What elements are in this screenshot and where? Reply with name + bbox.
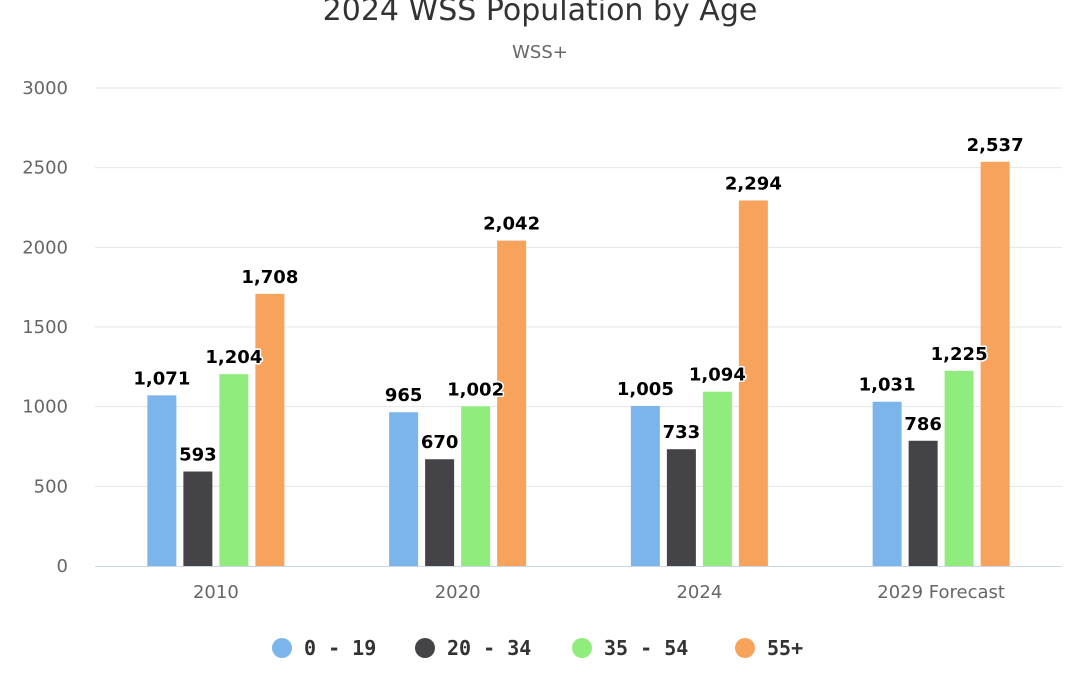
- legend-marker: [735, 638, 755, 658]
- legend-marker: [415, 638, 435, 658]
- legend-item[interactable]: 55+: [735, 636, 803, 660]
- data-label: 2,042: [483, 214, 540, 235]
- data-label: 2,294: [725, 173, 782, 194]
- x-tick-label: 2010: [193, 582, 239, 603]
- data-label: 1,708: [241, 267, 298, 288]
- chart-title: 2024 WSS Population by Age: [323, 0, 758, 28]
- legend: 0 - 19 20 - 34 35 - 54 55+: [272, 636, 803, 660]
- data-label: 1,071: [133, 368, 190, 389]
- bar[interactable]: [461, 406, 491, 566]
- legend-marker: [272, 638, 292, 658]
- legend-label: 55+: [767, 636, 803, 660]
- bar[interactable]: [183, 471, 213, 566]
- bar[interactable]: [425, 459, 455, 566]
- data-label: 1,002: [447, 379, 504, 400]
- y-tick-label: 0: [57, 556, 68, 577]
- bar[interactable]: [738, 200, 768, 567]
- data-labels: 1,071 593 1,204 1,708 965 670 1,002 2,042 1,005 7…: [132, 133, 1025, 467]
- y-tick-label: 3000: [22, 78, 68, 99]
- bar[interactable]: [666, 449, 696, 566]
- y-tick-label: 2000: [22, 237, 68, 258]
- y-tick-label: 2500: [22, 158, 68, 179]
- legend-item[interactable]: 35 - 54: [572, 636, 688, 660]
- bars: [147, 161, 1010, 567]
- bar[interactable]: [908, 440, 938, 566]
- data-label: 1,225: [931, 344, 988, 365]
- data-label: 1,094: [689, 365, 746, 386]
- x-tick-label: 2024: [676, 582, 722, 603]
- legend-item[interactable]: 20 - 34: [415, 636, 531, 660]
- data-label: 733: [663, 422, 701, 443]
- legend-label: 20 - 34: [447, 636, 531, 660]
- x-axis-ticks: 2010 2020 2024 2029 Forecast: [193, 582, 1005, 603]
- bar[interactable]: [980, 161, 1010, 566]
- y-axis-ticks: 0 500 1000 1500 2000 2500 3000: [22, 78, 68, 577]
- bar[interactable]: [944, 370, 974, 566]
- data-label: 2,537: [967, 135, 1024, 156]
- bar[interactable]: [147, 395, 177, 566]
- data-label: 786: [904, 414, 942, 435]
- data-label: 965: [385, 385, 423, 406]
- bar[interactable]: [630, 405, 660, 566]
- data-label: 1,204: [205, 347, 262, 368]
- x-tick-label: 2029 Forecast: [877, 582, 1005, 603]
- legend-label: 0 - 19: [304, 636, 376, 660]
- legend-item[interactable]: 0 - 19: [272, 636, 376, 660]
- bar[interactable]: [872, 401, 902, 566]
- data-label: 1,031: [859, 375, 916, 396]
- bar[interactable]: [389, 412, 419, 566]
- y-tick-label: 500: [34, 476, 68, 497]
- legend-marker: [572, 638, 592, 658]
- bar[interactable]: [497, 240, 527, 566]
- y-tick-label: 1500: [22, 317, 68, 338]
- data-label: 670: [421, 432, 459, 453]
- data-label: 593: [179, 445, 217, 466]
- x-tick-label: 2020: [435, 582, 481, 603]
- bar[interactable]: [702, 391, 732, 566]
- bar[interactable]: [219, 374, 249, 566]
- chart-subtitle: WSS+: [512, 42, 568, 63]
- legend-label: 35 - 54: [604, 636, 688, 660]
- y-tick-label: 1000: [22, 397, 68, 418]
- bar[interactable]: [255, 293, 285, 566]
- data-label: 1,005: [617, 379, 674, 400]
